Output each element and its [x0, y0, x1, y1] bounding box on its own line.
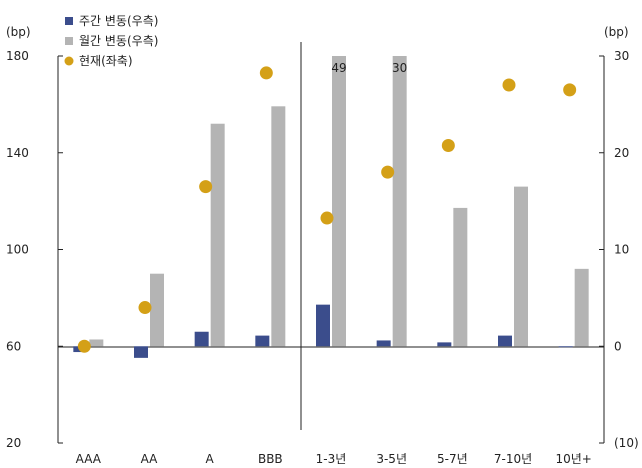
legend-swatch [65, 17, 73, 25]
bar-monthly [271, 106, 286, 347]
x-tick-label: 1-3년 [316, 452, 347, 466]
left-tick-label: 180 [6, 49, 29, 63]
dot-current [441, 138, 455, 152]
bar-weekly [498, 335, 512, 347]
right-tick-label: 10 [614, 243, 629, 257]
bar-monthly [210, 123, 225, 347]
x-tick-label: 5-7년 [437, 452, 468, 466]
bar-weekly [316, 304, 330, 347]
dot-current [77, 339, 91, 353]
x-tick-label: 10년+ [555, 452, 591, 466]
right-tick-label: 0 [614, 339, 622, 353]
bar-value-label: 30 [392, 61, 407, 75]
legend-swatch [65, 37, 73, 45]
dot-current [381, 165, 395, 179]
x-tick-label: 3-5년 [376, 452, 407, 466]
right-tick-label: (10) [614, 436, 639, 450]
left-tick-label: 60 [6, 339, 21, 353]
bars [73, 56, 589, 358]
x-tick-label: BBB [258, 452, 283, 466]
bar-weekly [376, 340, 391, 347]
bar-weekly [558, 346, 573, 348]
legend-label: 월간 변동(우측) [79, 34, 158, 48]
right-axis-ticks: (10) 0 10 20 30 [599, 49, 639, 450]
bar-weekly [437, 342, 452, 347]
dot-current [502, 78, 516, 92]
axes: (bp) (bp) [6, 25, 629, 443]
left-axis-ticks: 20 60 100 140 180 [6, 49, 63, 450]
x-tick-label: AA [141, 452, 159, 466]
right-tick-label: 30 [614, 49, 629, 63]
dot-current [320, 211, 334, 225]
bar-monthly [392, 56, 407, 347]
x-tick-label: 7-10년 [494, 452, 532, 466]
bar-monthly [453, 207, 468, 347]
dot-current [259, 66, 273, 80]
left-axis-unit: (bp) [6, 25, 31, 39]
bar-value-label: 49 [331, 61, 346, 75]
x-tick-label: AAA [76, 452, 102, 466]
bar-monthly [150, 273, 164, 347]
legend: 주간 변동(우측) 월간 변동(우측) 현재(좌축) [64, 14, 158, 68]
bar-monthly [89, 339, 104, 347]
legend-swatch [64, 56, 74, 66]
legend-label: 주간 변동(우측) [79, 14, 158, 28]
bar-monthly [574, 268, 589, 347]
left-tick-label: 140 [6, 146, 29, 160]
right-tick-label: 20 [614, 146, 629, 160]
dot-current [199, 180, 213, 194]
bar-monthly [332, 56, 346, 347]
bar-weekly [194, 331, 209, 347]
bar-weekly [134, 346, 148, 358]
dot-current [138, 301, 152, 315]
x-tick-label: A [206, 452, 215, 466]
dots [77, 66, 577, 353]
left-tick-label: 20 [6, 436, 21, 450]
right-axis-unit: (bp) [604, 25, 629, 39]
bar-labels: 49 30 [331, 61, 407, 75]
left-tick-label: 100 [6, 243, 29, 257]
bar-monthly [514, 186, 528, 347]
bar-weekly [255, 335, 270, 347]
dot-current [563, 83, 577, 97]
x-axis-labels: AAA AA A BBB 1-3년 3-5년 5-7년 7-10년 10년+ [76, 452, 592, 466]
legend-label: 현재(좌축) [79, 54, 133, 68]
